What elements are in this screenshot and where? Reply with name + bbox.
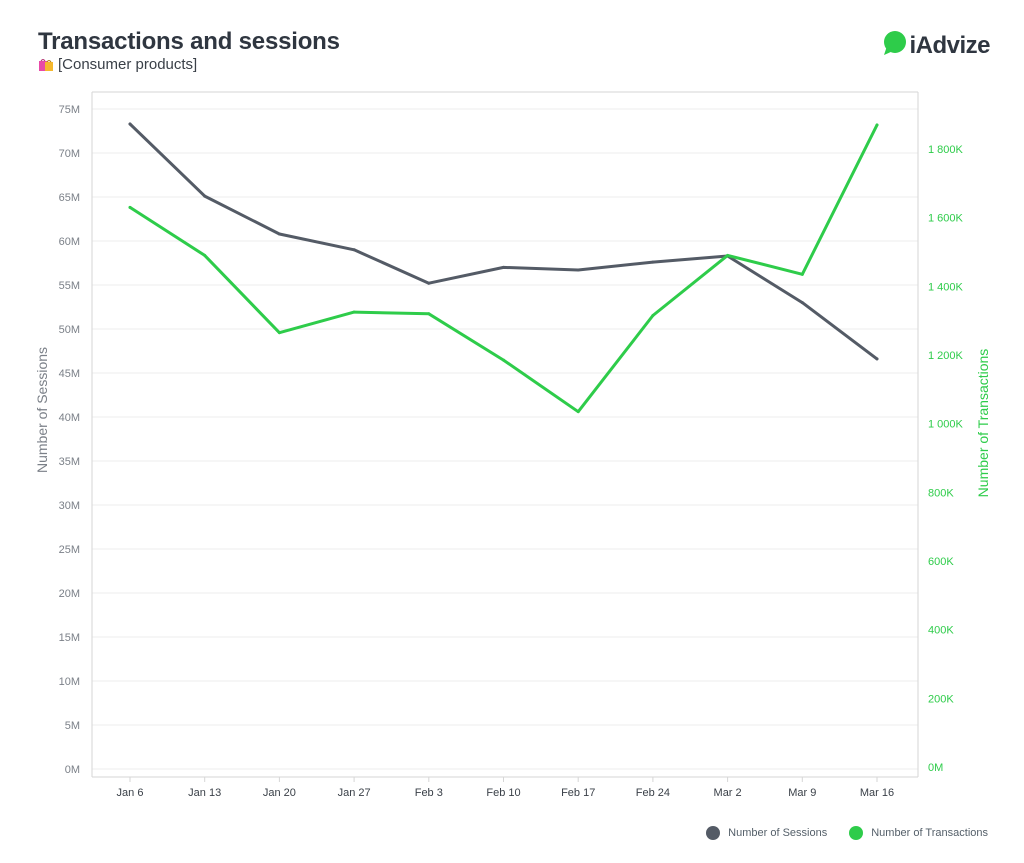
right-tick-label: 800K (928, 487, 954, 499)
sessions-point[interactable] (576, 268, 580, 272)
transactions-point[interactable] (427, 312, 431, 316)
sessions-point[interactable] (128, 122, 132, 126)
left-tick-label: 30M (59, 500, 80, 512)
shopping-bag-icon (38, 58, 54, 72)
legend-item-sessions[interactable]: Number of Sessions (706, 826, 827, 840)
legend-label-transactions: Number of Transactions (871, 827, 988, 839)
chat-bubble-icon (881, 30, 907, 61)
sessions-point[interactable] (651, 260, 655, 264)
left-tick-label: 5M (65, 720, 80, 732)
left-axis-title: Number of Sessions (34, 347, 50, 473)
x-tick-label: Jan 6 (117, 787, 144, 799)
chart-title: Transactions and sessions (38, 28, 340, 55)
right-axis-title: Number of Transactions (975, 349, 991, 498)
left-tick-label: 0M (65, 764, 80, 776)
sessions-point[interactable] (875, 357, 879, 361)
right-tick-label: 600K (928, 556, 954, 568)
sessions-point[interactable] (277, 232, 281, 236)
right-tick-label: 1 200K (928, 350, 964, 362)
gridlines (92, 108, 918, 770)
legend-swatch-transactions (849, 826, 864, 840)
left-tick-label: 25M (59, 544, 80, 556)
subtitle-text: [Consumer products] (58, 56, 198, 73)
transactions-point[interactable] (203, 253, 207, 257)
chart-legend: Number of Sessions Number of Transaction… (706, 826, 988, 840)
transactions-point[interactable] (651, 314, 655, 318)
logo-text: iAdvize (909, 31, 990, 59)
left-tick-label: 45M (59, 368, 80, 380)
transactions-point[interactable] (875, 123, 879, 127)
left-tick-label: 75M (59, 104, 80, 116)
left-tick-label: 65M (59, 192, 80, 204)
right-tick-label: 400K (928, 625, 954, 637)
transactions-point[interactable] (128, 205, 132, 209)
x-tick-label: Jan 27 (338, 787, 371, 799)
legend-swatch-sessions (706, 826, 721, 840)
left-tick-label: 50M (59, 324, 80, 336)
chart-subtitle: [Consumer products] (38, 56, 197, 73)
transactions-point[interactable] (502, 358, 505, 362)
sessions-point[interactable] (203, 194, 207, 198)
x-tick-label: Feb 24 (636, 787, 670, 799)
legend-label-sessions: Number of Sessions (728, 827, 828, 839)
left-tick-label: 40M (59, 412, 80, 424)
transactions-point[interactable] (726, 253, 730, 257)
left-tick-label: 15M (59, 632, 80, 644)
transactions-point[interactable] (352, 310, 356, 314)
x-tick-label: Feb 3 (415, 787, 443, 799)
x-tick-label: Mar 16 (860, 787, 894, 799)
x-tick-label: Jan 13 (188, 787, 221, 799)
transactions-point[interactable] (277, 331, 281, 335)
left-tick-label: 35M (59, 456, 80, 468)
left-tick-label: 70M (59, 148, 80, 160)
left-axis-ticks: 0M 5M 10M 15M 20M 25M 30M 35M 40M 45M 50M 55M 60M 65M… (59, 104, 80, 776)
axes (91, 91, 919, 778)
iadvize-logo: iAdvize (881, 30, 990, 61)
series (128, 122, 879, 414)
x-tick-label: Mar 9 (788, 787, 816, 799)
x-tick-label: Mar 2 (714, 787, 742, 799)
right-tick-label: 1 000K (928, 419, 964, 431)
x-tick-label: Feb 17 (561, 787, 595, 799)
sessions-point[interactable] (800, 301, 804, 305)
right-tick-label: 1 800K (928, 144, 964, 156)
x-axis-ticks: Jan 6 Jan 13 Jan 20 Jan 27 Feb 3 Feb 10 Feb 17… (117, 777, 894, 799)
x-tick-label: Jan 20 (263, 787, 296, 799)
left-tick-label: 10M (59, 676, 80, 688)
x-tick-label: Feb 10 (486, 787, 520, 799)
transactions-point[interactable] (800, 272, 804, 276)
right-tick-label: 1 600K (928, 213, 964, 225)
transactions-point[interactable] (576, 410, 580, 414)
sessions-point[interactable] (502, 265, 505, 269)
right-tick-label: 1 400K (928, 281, 964, 293)
left-tick-label: 60M (59, 236, 80, 248)
legend-item-transactions[interactable]: Number of Transactions (849, 826, 988, 840)
right-tick-label: 200K (928, 693, 954, 705)
right-tick-label: 0M (928, 762, 943, 774)
right-axis-ticks: 0M 200K 400K 600K 800K 1 000K 1 200K 1 400K 1 60… (928, 144, 964, 774)
left-tick-label: 20M (59, 588, 80, 600)
sessions-point[interactable] (427, 281, 431, 285)
sessions-point[interactable] (352, 248, 356, 252)
left-tick-label: 55M (59, 280, 80, 292)
